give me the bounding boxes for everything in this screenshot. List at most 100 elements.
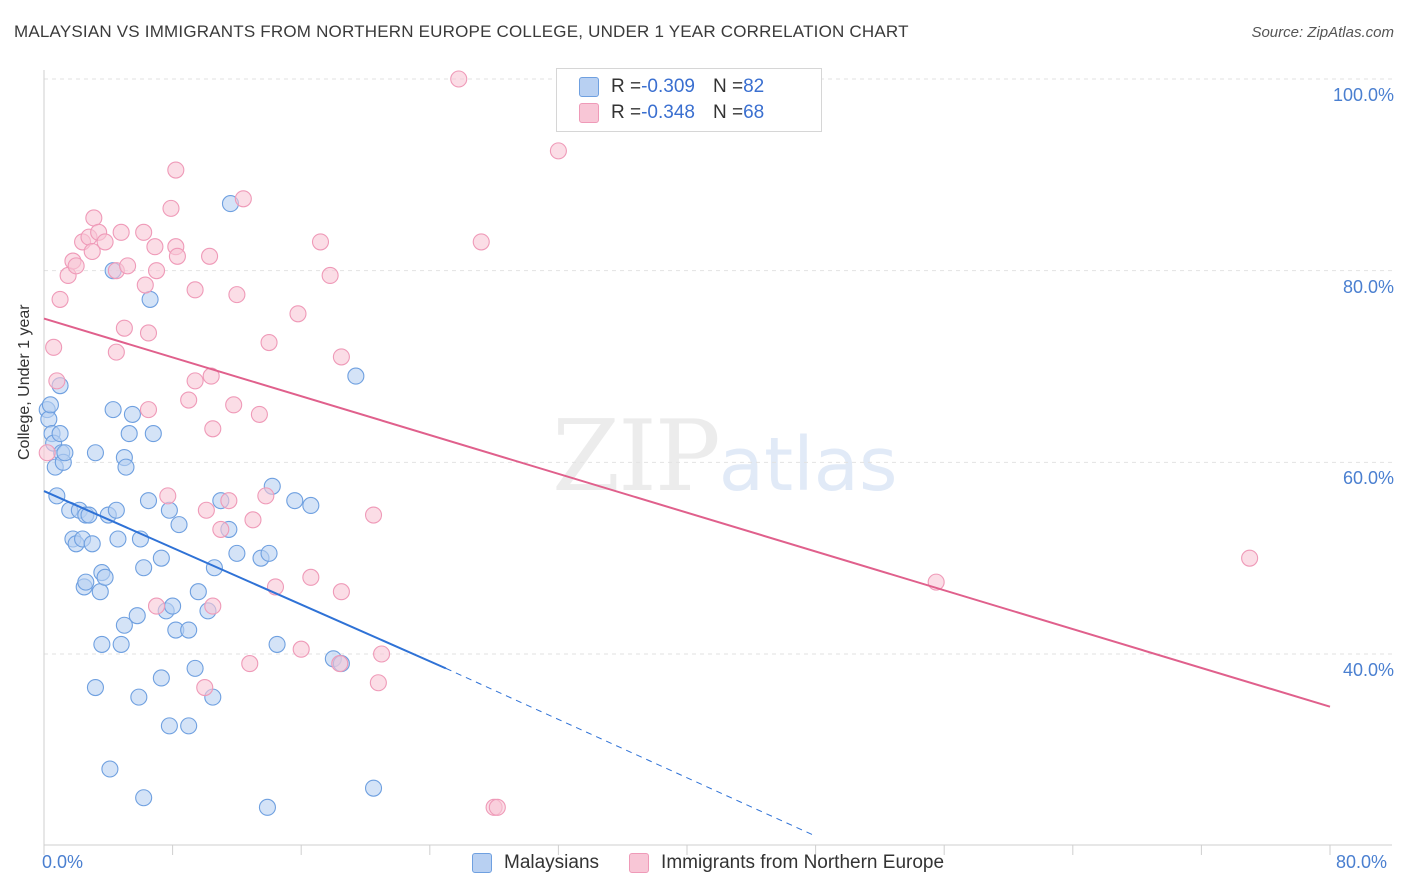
northern-europe-point xyxy=(186,372,204,390)
x-tick-label-min: 0.0% xyxy=(42,852,84,872)
series-legend-swatch-northern-europe xyxy=(629,853,650,873)
malaysians-point xyxy=(130,688,148,706)
malaysians-point xyxy=(51,425,69,443)
malaysians-point xyxy=(115,616,133,634)
northern-europe-point xyxy=(83,242,101,261)
series-legend-label-malaysians: Malaysians xyxy=(504,852,600,873)
chart-title: MALAYSIAN VS IMMIGRANTS FROM NORTHERN EU… xyxy=(14,22,909,41)
series-legend-swatch-malaysians xyxy=(472,853,492,873)
northern-europe-point xyxy=(292,640,310,658)
y-tick-label-100: 100.0% xyxy=(1332,85,1394,105)
northern-europe-point xyxy=(331,655,349,673)
malaysians-point xyxy=(96,568,114,586)
northern-europe-point xyxy=(45,338,63,356)
northern-europe-point xyxy=(107,343,125,361)
northern-europe-point xyxy=(146,238,164,256)
malaysians-point xyxy=(286,492,304,510)
northern-europe-point xyxy=(136,276,154,294)
northern-europe-point xyxy=(85,209,103,227)
northern-europe-point xyxy=(180,391,198,409)
northern-europe-point xyxy=(332,583,350,601)
malaysians-point xyxy=(40,410,58,428)
northern-europe-point xyxy=(212,520,230,538)
malaysians-point xyxy=(139,492,158,510)
northern-europe-point xyxy=(364,506,383,524)
malaysians-point xyxy=(141,290,159,308)
northern-europe-point xyxy=(112,223,130,241)
legend-n-value: 68 xyxy=(743,102,765,123)
series-legend-label-northern-europe: Immigrants from Northern Europe xyxy=(661,852,945,873)
malaysians-point xyxy=(302,496,320,515)
malaysians-point xyxy=(41,396,59,414)
northern-europe-point xyxy=(260,333,278,352)
northern-europe-point xyxy=(168,247,186,265)
northern-europe-point xyxy=(250,405,268,423)
northern-europe-point xyxy=(139,324,158,342)
y-tick-label-40: 40.0% xyxy=(1342,660,1394,680)
northern-europe-point xyxy=(225,396,243,414)
y-tick-label-60: 60.0% xyxy=(1342,468,1394,488)
northern-europe-point xyxy=(139,401,158,419)
malaysians-point xyxy=(107,501,125,519)
malaysians-trend-extension xyxy=(445,667,816,837)
northern-europe-point xyxy=(472,233,490,251)
y-axis-label: College, Under 1 year xyxy=(16,304,33,460)
northern-europe-point xyxy=(289,305,307,323)
northern-europe-point xyxy=(311,233,330,251)
malaysians-point xyxy=(164,597,182,615)
malaysians-point xyxy=(189,583,207,601)
northern-europe-point xyxy=(96,233,114,251)
northern-europe-point xyxy=(244,511,262,529)
legend-n-value: 82 xyxy=(743,76,765,97)
northern-europe-point xyxy=(257,487,275,505)
northern-europe-point xyxy=(1241,549,1259,567)
legend-row-malaysians: R = -0.309 N = 82 xyxy=(579,75,764,99)
northern-europe-point xyxy=(67,257,85,275)
northern-europe-point xyxy=(197,501,215,519)
northern-europe-point xyxy=(119,257,137,275)
northern-europe-point xyxy=(302,568,320,586)
zipatlas-watermark: ZIPatlas xyxy=(552,400,898,514)
northern-europe-point xyxy=(196,678,214,697)
malaysians-point xyxy=(104,401,122,419)
malaysians-point xyxy=(83,535,101,553)
malaysians-point xyxy=(258,798,276,816)
northern-europe-point xyxy=(115,319,133,337)
northern-europe-point xyxy=(48,372,66,390)
y-tick-label-80: 80.0% xyxy=(1342,277,1394,297)
malaysians-point xyxy=(160,501,178,519)
watermark-atlas: atlas xyxy=(718,422,898,508)
northern-europe-point xyxy=(162,199,180,217)
malaysians-point xyxy=(86,444,104,462)
legend-r-label: R = xyxy=(611,76,642,97)
malaysians-point xyxy=(186,659,204,677)
northern-europe-point xyxy=(167,161,185,179)
northern-europe-point xyxy=(488,798,506,816)
malaysians-point xyxy=(112,635,130,653)
northern-europe-point xyxy=(38,444,56,462)
malaysians-point xyxy=(93,635,111,653)
legend-n-label: N = xyxy=(712,76,744,97)
northern-europe-point xyxy=(373,645,391,663)
malaysians-point xyxy=(109,530,127,548)
malaysians-point xyxy=(180,621,198,639)
northern-europe-point xyxy=(147,262,166,280)
northern-europe-point xyxy=(204,597,222,615)
northern-europe-point xyxy=(332,348,350,366)
malaysians-point xyxy=(123,405,141,423)
correlation-legend: R = -0.309 N = 82 R = -0.348 N = 68 xyxy=(556,68,822,132)
northern-europe-point xyxy=(549,142,567,160)
malaysians-point xyxy=(152,549,170,567)
legend-r-label: R = xyxy=(611,102,642,123)
northern-europe-point xyxy=(234,190,252,208)
malaysians-point xyxy=(364,779,383,797)
malaysians-point xyxy=(144,425,162,443)
legend-swatch-blue xyxy=(579,77,599,97)
malaysians-point xyxy=(180,717,198,735)
series-legend: Malaysians Immigrants from Northern Euro… xyxy=(472,852,944,874)
northern-europe-point xyxy=(201,247,219,265)
malaysians-point xyxy=(120,425,138,443)
northern-europe-trend-line xyxy=(43,317,1331,708)
malaysians-point xyxy=(56,444,74,462)
